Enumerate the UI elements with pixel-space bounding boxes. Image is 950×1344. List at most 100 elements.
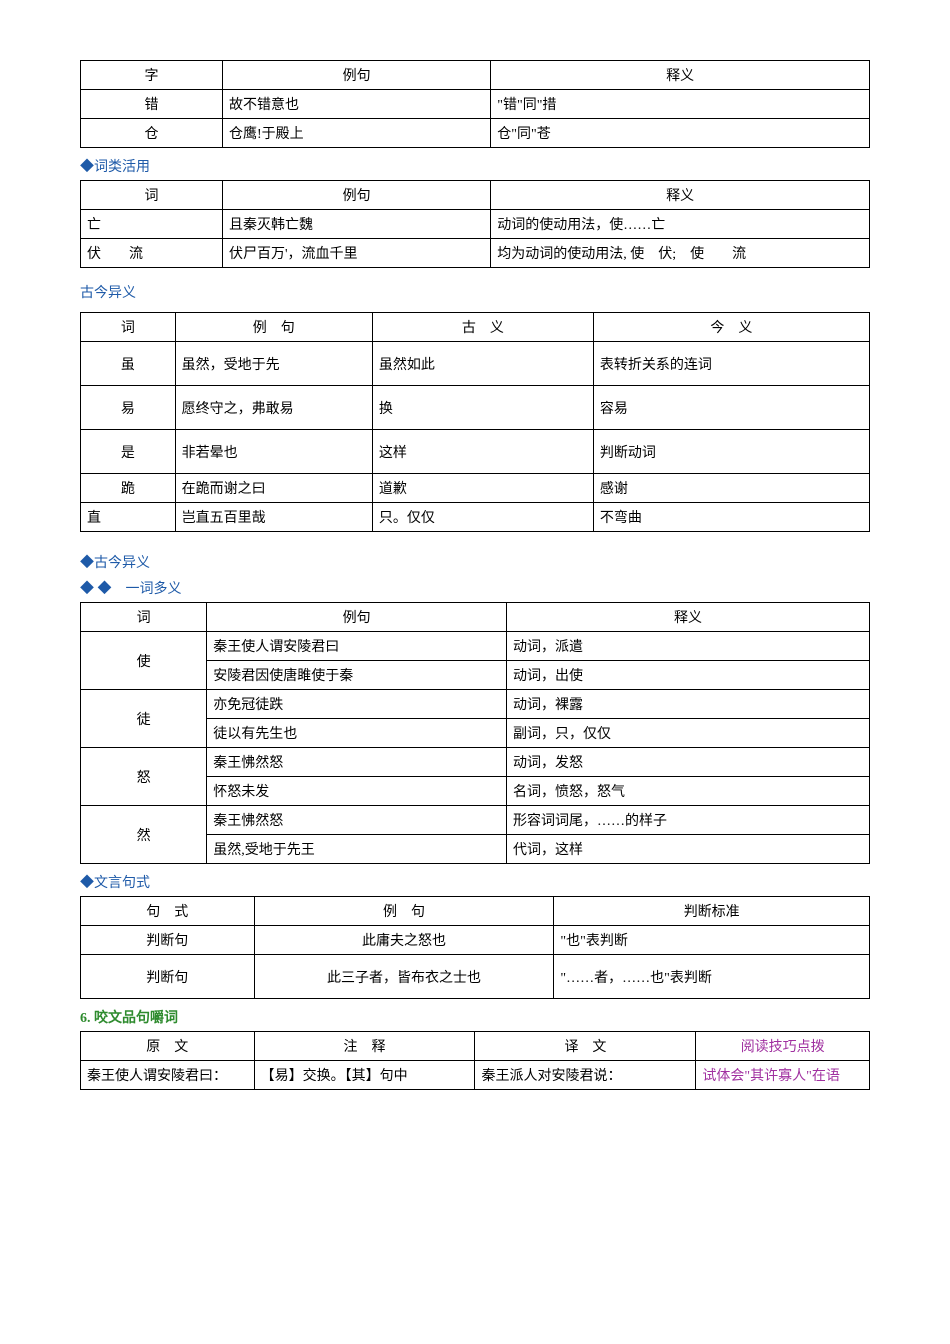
heading-text: 古今异义 [80, 286, 136, 301]
cell: 愿终守之，弗敢易 [175, 386, 372, 430]
cell: 判断句 [81, 926, 255, 955]
col-header: 例句 [207, 603, 507, 632]
cell: 名词，愤怒，怒气 [507, 777, 870, 806]
cell: 跪 [81, 474, 176, 503]
section-heading: 古今异义 [80, 282, 870, 302]
cell: 动词，裸露 [507, 690, 870, 719]
col-header: 译 文 [475, 1032, 696, 1061]
cell: 仓鹰!于殿上 [223, 119, 491, 148]
cell: 道歉 [372, 474, 593, 503]
cell: 怀怒未发 [207, 777, 507, 806]
diamond-icon: ◆ ◆ [80, 582, 126, 597]
cell: 徒以有先生也 [207, 719, 507, 748]
table-yiciduo: 词 例句 释义 使 秦王使人谓安陵君曰 动词，派遣 安陵君因使唐雎使于秦 动词，… [80, 602, 870, 864]
cell: 只。仅仅 [372, 503, 593, 532]
cell: 易 [81, 386, 176, 430]
col-header: 例句 [223, 61, 491, 90]
col-header: 释义 [507, 603, 870, 632]
heading-text: 词类活用 [94, 160, 150, 175]
col-header: 注 释 [254, 1032, 475, 1061]
cell: 容易 [593, 386, 869, 430]
section-heading: ◆古今异义 [80, 552, 870, 572]
table-row: 错 故不错意也 "错"同"措 [81, 90, 870, 119]
table-row: 是 非若晕也 这样 判断动词 [81, 430, 870, 474]
cell: "也"表判断 [554, 926, 870, 955]
cell: 感谢 [593, 474, 869, 503]
cell: 不弯曲 [593, 503, 869, 532]
cell: 表转折关系的连词 [593, 342, 869, 386]
cell: 直 [81, 503, 176, 532]
cell: 这样 [372, 430, 593, 474]
table-row: 判断句 此三子者，皆布衣之士也 "……者，……也"表判断 [81, 955, 870, 999]
table-row: 怒 秦王怫然怒 动词，发怒 [81, 748, 870, 777]
cell: 此庸夫之怒也 [254, 926, 554, 955]
diamond-icon: ◆ [80, 160, 94, 175]
cell: 【易】交换。【其】句中 [254, 1061, 475, 1090]
col-header: 例 句 [175, 313, 372, 342]
cell: 非若晕也 [175, 430, 372, 474]
cell: 然 [81, 806, 207, 864]
table-row: 跪 在跪而谢之曰 道歉 感谢 [81, 474, 870, 503]
col-header: 例句 [223, 181, 491, 210]
table-gujin: 词 例 句 古 义 今 义 虽 虽然，受地于先 虽然如此 表转折关系的连词 易 … [80, 312, 870, 532]
table-row: 伏 流 伏尸百万'，流血千里 均为动词的使动用法, 使 伏; 使 流 [81, 239, 870, 268]
cell: 动词，出使 [507, 661, 870, 690]
cell: 是 [81, 430, 176, 474]
cell: 判断句 [81, 955, 255, 999]
cell: 秦王怫然怒 [207, 806, 507, 835]
cell: 亡 [81, 210, 223, 239]
col-header: 词 [81, 313, 176, 342]
cell: "错"同"措 [491, 90, 870, 119]
col-header: 原 文 [81, 1032, 255, 1061]
section-heading: ◆词类活用 [80, 156, 870, 176]
section-heading: ◆ ◆ 一词多义 [80, 578, 870, 598]
cell: 此三子者，皆布衣之士也 [254, 955, 554, 999]
table-row: 秦王使人谓安陵君曰： 【易】交换。【其】句中 秦王派人对安陵君说： 试体会"其许… [81, 1061, 870, 1090]
col-header: 阅读技巧点拨 [696, 1032, 870, 1061]
cell: 秦王使人谓安陵君曰： [81, 1061, 255, 1090]
cell: 动词的使动用法，使……亡 [491, 210, 870, 239]
col-header: 句 式 [81, 897, 255, 926]
cell: 安陵君因使唐雎使于秦 [207, 661, 507, 690]
diamond-icon: ◆ [80, 556, 94, 571]
cell: 亦免冠徒跌 [207, 690, 507, 719]
col-header: 今 义 [593, 313, 869, 342]
cell: 副词，只，仅仅 [507, 719, 870, 748]
col-header: 释义 [491, 61, 870, 90]
table-row: 徒 亦免冠徒跌 动词，裸露 [81, 690, 870, 719]
cell: 仓"同"苍 [491, 119, 870, 148]
cell: 判断动词 [593, 430, 869, 474]
table-row: 使 秦王使人谓安陵君曰 动词，派遣 [81, 632, 870, 661]
table-row: 直 岂直五百里哉 只。仅仅 不弯曲 [81, 503, 870, 532]
cell: 动词，发怒 [507, 748, 870, 777]
table-row: 仓 仓鹰!于殿上 仓"同"苍 [81, 119, 870, 148]
col-header: 字 [81, 61, 223, 90]
cell: 形容词词尾，……的样子 [507, 806, 870, 835]
heading-text: 一词多义 [126, 582, 182, 597]
cell: 徒 [81, 690, 207, 748]
cell: 试体会"其许寡人"在语 [696, 1061, 870, 1090]
cell: 换 [372, 386, 593, 430]
heading-text: 文言句式 [94, 876, 150, 891]
cell: 代词，这样 [507, 835, 870, 864]
table-yaowen: 原 文 注 释 译 文 阅读技巧点拨 秦王使人谓安陵君曰： 【易】交换。【其】句… [80, 1031, 870, 1090]
col-header: 判断标准 [554, 897, 870, 926]
diamond-icon: ◆ [80, 876, 94, 891]
cell: 岂直五百里哉 [175, 503, 372, 532]
table-jushi: 句 式 例 句 判断标准 判断句 此庸夫之怒也 "也"表判断 判断句 此三子者，… [80, 896, 870, 999]
cell: 伏尸百万'，流血千里 [223, 239, 491, 268]
cell: 秦王怫然怒 [207, 748, 507, 777]
table-row: 然 秦王怫然怒 形容词词尾，……的样子 [81, 806, 870, 835]
cell: 虽 [81, 342, 176, 386]
cell: 虽然,受地于先王 [207, 835, 507, 864]
col-header: 词 [81, 181, 223, 210]
col-header: 例 句 [254, 897, 554, 926]
cell: "……者，……也"表判断 [554, 955, 870, 999]
table-tongjia: 字 例句 释义 错 故不错意也 "错"同"措 仓 仓鹰!于殿上 仓"同"苍 [80, 60, 870, 148]
section-heading: 6. 咬文品句嚼词 [80, 1007, 870, 1027]
cell: 虽然如此 [372, 342, 593, 386]
cell: 动词，派遣 [507, 632, 870, 661]
cell: 仓 [81, 119, 223, 148]
section-heading: ◆文言句式 [80, 872, 870, 892]
table-row: 亡 且秦灭韩亡魏 动词的使动用法，使……亡 [81, 210, 870, 239]
